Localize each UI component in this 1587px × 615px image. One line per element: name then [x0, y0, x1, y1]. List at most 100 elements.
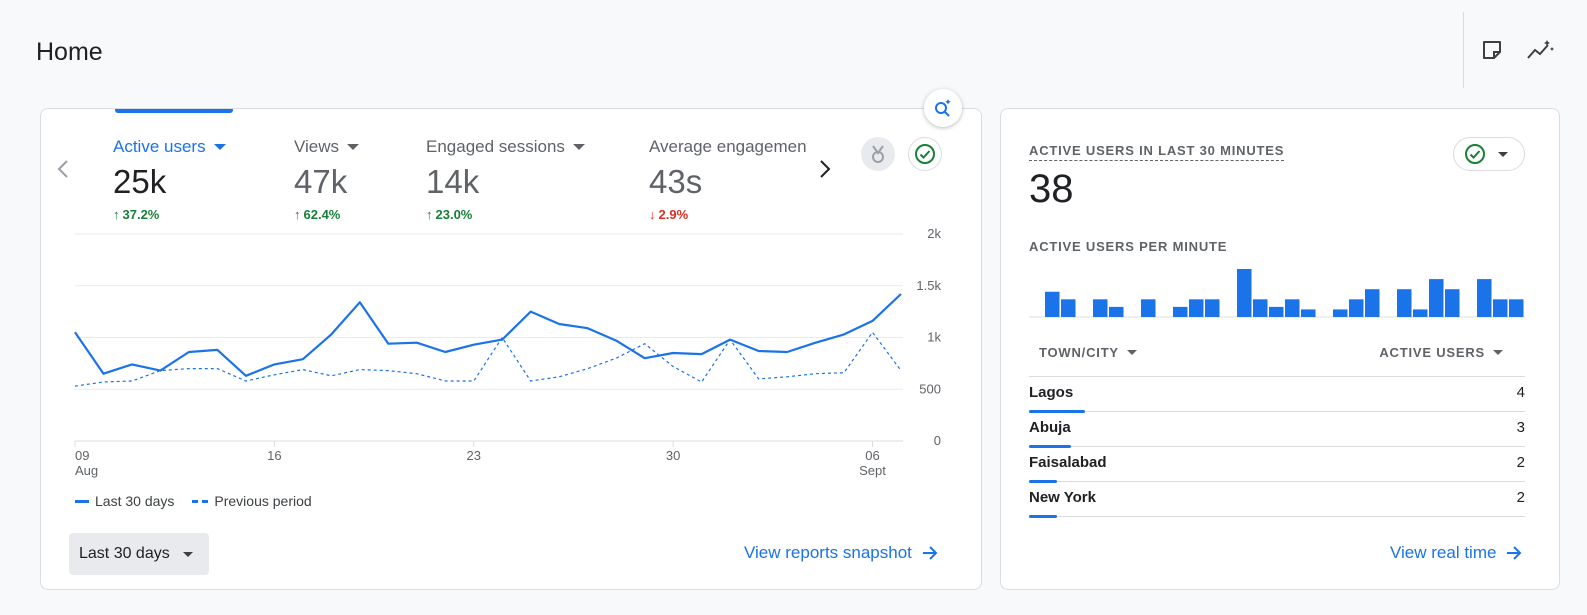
arrow-up-icon: ↑ [426, 207, 433, 222]
table-row[interactable]: Lagos 4 [1029, 377, 1525, 413]
per-minute-bar[interactable] [1173, 306, 1188, 317]
per-minute-bar[interactable] [1269, 306, 1284, 317]
per-minute-bar[interactable] [1093, 299, 1108, 317]
per-minute-bar[interactable] [1445, 289, 1460, 317]
row-city: Abuja [1029, 419, 1071, 436]
per-minute-bar[interactable] [1189, 299, 1204, 317]
per-minute-bar[interactable] [1301, 309, 1316, 317]
per-minute-bar[interactable] [1045, 291, 1060, 317]
overview-card: Active users 25k ↑ 37.2% Views 47k ↑ 62.4%… [40, 108, 982, 590]
per-minute-bar[interactable] [1349, 299, 1364, 317]
metric-label: Views [294, 137, 340, 156]
arrow-up-icon: ↑ [113, 207, 120, 222]
series-last-30-days [74, 293, 902, 377]
x-tick-month-label: Aug [75, 463, 98, 478]
row-users: 2 [1516, 454, 1525, 471]
metric-value: 43s [649, 163, 703, 200]
row-users: 2 [1516, 489, 1525, 506]
row-share-bar [1029, 515, 1057, 518]
arrow-down-icon: ↓ [649, 207, 656, 222]
x-tick-label: 16 [267, 448, 281, 463]
per-minute-bar[interactable] [1333, 309, 1348, 317]
col-users-header[interactable]: ACTIVE USERS [1379, 345, 1503, 360]
table-header: TOWN/CITY ACTIVE USERS [1029, 341, 1525, 377]
metric-tab-average-engagement[interactable]: Average engagement 43s ↓ 2.9% [649, 137, 807, 222]
chevron-down-icon [347, 144, 360, 150]
realtime-value: 38 [1029, 167, 1074, 211]
col-city-label: TOWN/CITY [1039, 345, 1119, 360]
legend-current: Last 30 days [95, 493, 175, 509]
per-minute-bar[interactable] [1429, 279, 1444, 317]
next-metric-icon[interactable] [815, 157, 835, 181]
per-minute-bar[interactable] [1413, 309, 1428, 317]
per-minute-bar[interactable] [1477, 279, 1492, 317]
arrow-right-icon [1507, 546, 1522, 560]
metric-tab-active-users[interactable]: Active users 25k ↑ 37.2% [113, 137, 226, 222]
metric-value: 25k [113, 163, 167, 200]
view-reports-snapshot-link[interactable]: View reports snapshot [744, 543, 938, 563]
per-minute-bar[interactable] [1061, 299, 1076, 317]
per-minute-bar[interactable] [1365, 289, 1380, 317]
per-minute-bar[interactable] [1509, 299, 1524, 317]
row-share-bar [1029, 445, 1071, 448]
row-city: Faisalabad [1029, 454, 1107, 471]
metric-tab-views[interactable]: Views 47k ↑ 62.4% [294, 137, 360, 222]
per-minute-bar[interactable] [1493, 299, 1508, 317]
y-tick-label: 1k [927, 330, 941, 345]
col-city-header[interactable]: TOWN/CITY [1039, 345, 1137, 360]
page-title: Home [36, 38, 103, 66]
per-minute-bar-chart [1029, 269, 1525, 318]
arrow-up-icon: ↑ [294, 207, 301, 222]
per-minute-bar[interactable] [1397, 289, 1412, 317]
metric-change: 23.0% [435, 207, 473, 222]
metric-value: 47k [294, 163, 348, 200]
date-range-label: Last 30 days [79, 545, 170, 562]
realtime-title[interactable]: ACTIVE USERS IN LAST 30 MINUTES [1029, 143, 1285, 161]
legend-dashed-swatch [192, 499, 209, 503]
x-tick-label: 06 [865, 448, 879, 463]
row-city: Lagos [1029, 384, 1074, 401]
per-minute-bar[interactable] [1285, 299, 1300, 317]
metric-label: Active users [113, 137, 206, 156]
chevron-down-icon [213, 144, 226, 150]
link-label: View real time [1390, 543, 1497, 562]
view-real-time-link[interactable]: View real time [1390, 543, 1522, 563]
row-users: 4 [1516, 384, 1525, 401]
row-share-bar [1029, 410, 1085, 413]
per-minute-bar[interactable] [1109, 306, 1124, 317]
metric-tab-engaged-sessions[interactable]: Engaged sessions 14k ↑ 23.0% [426, 137, 585, 222]
active-metric-indicator [115, 109, 233, 113]
row-share-bar [1029, 480, 1057, 483]
metric-change: 37.2% [122, 207, 160, 222]
metric-label: Engaged sessions [426, 137, 565, 156]
table-row[interactable]: New York 2 [1029, 482, 1525, 518]
y-tick-label: 2k [927, 226, 941, 241]
table-row[interactable]: Faisalabad 2 [1029, 447, 1525, 483]
table-row[interactable]: Abuja 3 [1029, 412, 1525, 448]
chevron-down-icon [572, 144, 585, 150]
per-minute-bar[interactable] [1253, 299, 1268, 317]
per-minute-bar[interactable] [1205, 299, 1220, 317]
realtime-compare-dropdown[interactable] [1453, 137, 1525, 171]
medal-icon[interactable] [861, 137, 895, 171]
date-range-dropdown[interactable]: Last 30 days [69, 533, 209, 575]
x-tick-label: 09 [75, 448, 89, 463]
notes-icon[interactable] [1478, 36, 1506, 64]
check-circle-icon[interactable] [908, 137, 942, 171]
per-minute-bar[interactable] [1141, 299, 1156, 317]
prev-metric-icon[interactable] [53, 157, 73, 181]
x-tick-month-label: Sept [859, 463, 886, 478]
row-city: New York [1029, 489, 1096, 506]
search-insights-icon[interactable] [924, 89, 962, 127]
metric-change: 62.4% [303, 207, 341, 222]
per-minute-bar[interactable] [1237, 269, 1252, 317]
metric-value: 14k [426, 163, 480, 200]
link-label: View reports snapshot [744, 543, 912, 562]
y-tick-label: 500 [919, 381, 941, 396]
insights-icon[interactable] [1526, 36, 1554, 64]
arrow-right-icon [922, 546, 938, 560]
y-tick-label: 1.5k [916, 278, 941, 293]
header-divider [1463, 12, 1464, 88]
x-tick-label: 30 [666, 448, 680, 463]
legend-solid-swatch [75, 499, 89, 503]
